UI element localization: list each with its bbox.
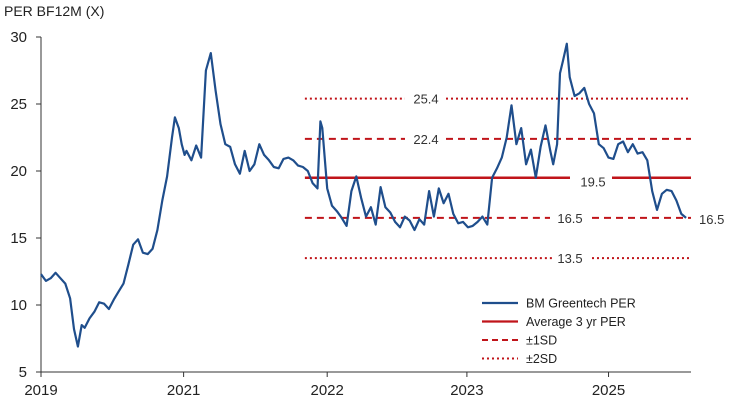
average-label: 19.5 — [580, 175, 605, 190]
end-value-label: 16.5 — [699, 212, 724, 227]
minus-2sd-label: 13.5 — [557, 251, 582, 266]
x-axis: 2019 2021 2022 2023 2025 — [24, 371, 691, 399]
x-tick-label: 2021 — [167, 382, 200, 399]
y-tick-label: 10 — [10, 297, 27, 314]
plus-1sd-label: 22.4 — [413, 132, 438, 147]
legend-label: Average 3 yr PER — [526, 315, 626, 329]
x-tick-label: 2022 — [311, 382, 344, 399]
x-tick-label: 2019 — [24, 382, 57, 399]
series-layer — [40, 42, 687, 348]
minus-1sd-label: 16.5 — [557, 211, 582, 226]
legend-label: ±2SD — [526, 352, 557, 366]
chart-title: PER BF12M (X) — [4, 3, 104, 19]
annotations: 25.4 22.4 19.5 16.5 13.5 16.5 — [413, 92, 724, 266]
per-series-line — [40, 42, 687, 348]
x-tick-label: 2023 — [450, 382, 483, 399]
legend-label: ±1SD — [526, 334, 557, 348]
x-tick-label: 2025 — [592, 382, 625, 399]
legend-label: BM Greentech PER — [526, 297, 636, 311]
y-axis: 5 10 15 20 25 30 — [10, 29, 42, 381]
y-tick-label: 15 — [10, 230, 27, 247]
y-tick-label: 20 — [10, 163, 27, 180]
y-tick-label: 5 — [19, 364, 27, 381]
reference-lines — [304, 97, 691, 260]
y-tick-label: 30 — [10, 29, 27, 46]
y-tick-label: 25 — [10, 96, 27, 113]
legend: BM Greentech PER Average 3 yr PER ±1SD ±2SD — [482, 297, 636, 366]
plus-2sd-label: 25.4 — [413, 92, 438, 107]
